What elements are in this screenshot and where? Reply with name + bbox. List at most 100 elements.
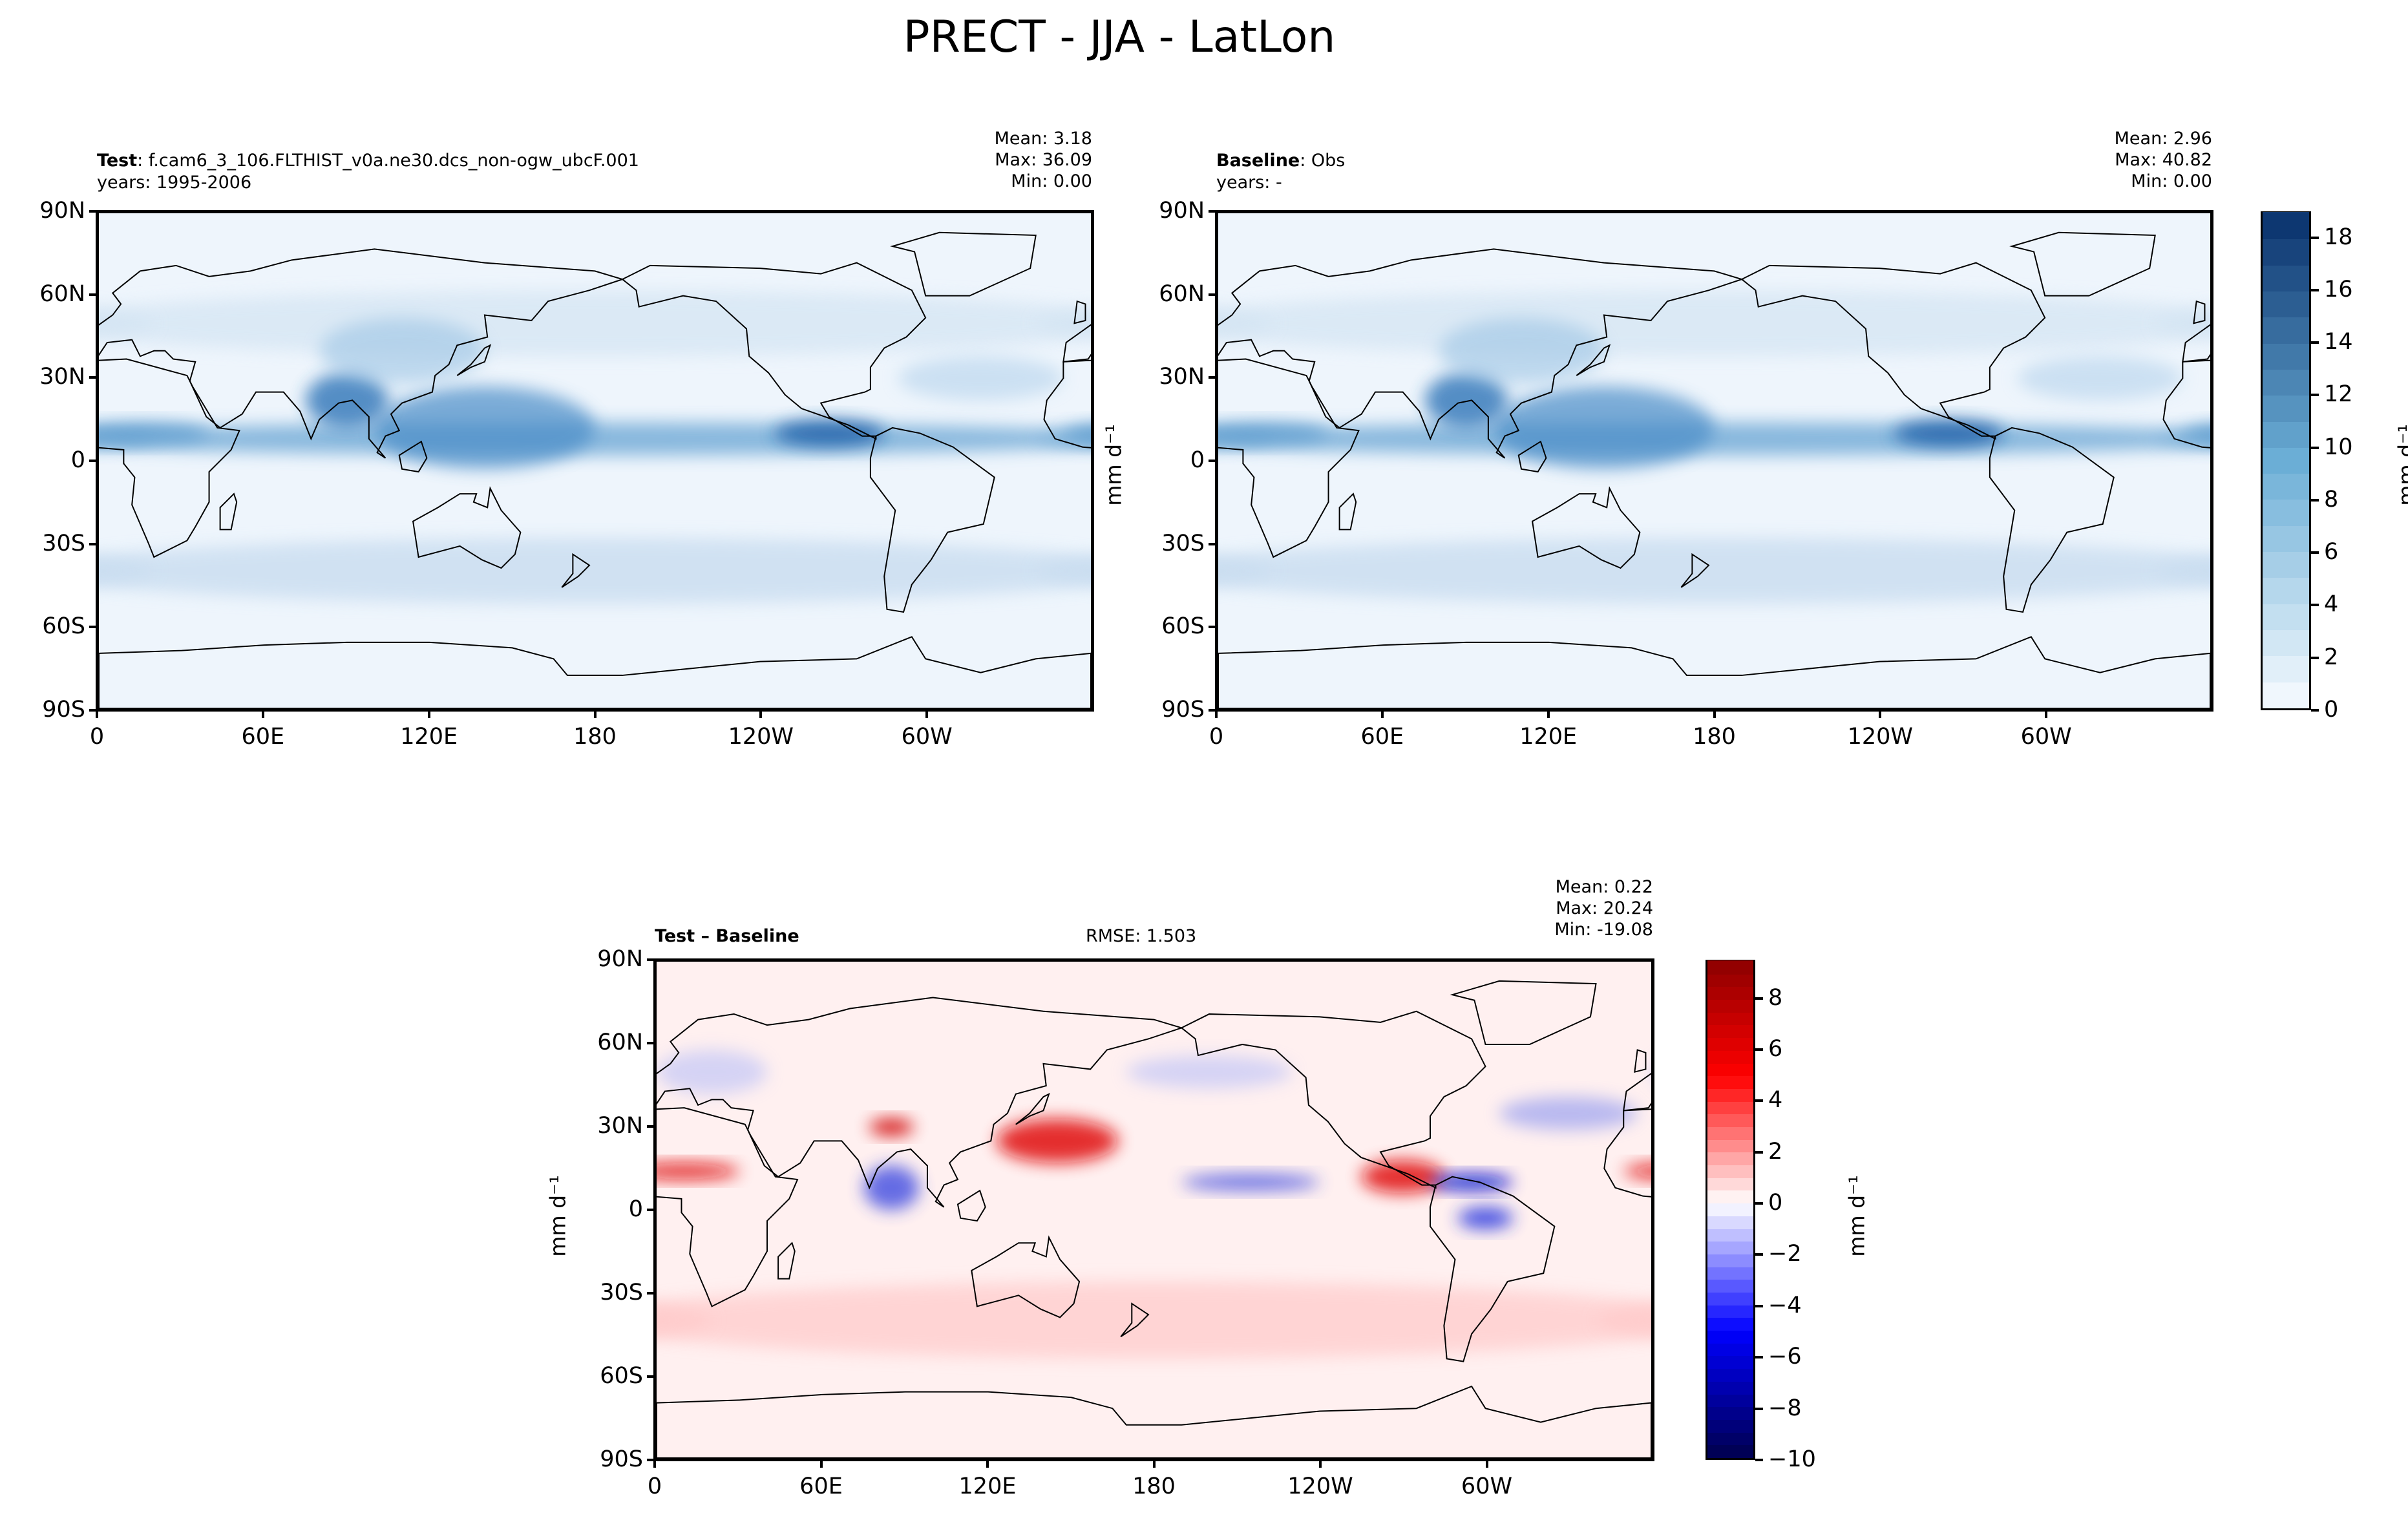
colorbar-segment [1707, 1074, 1753, 1089]
coastline [2012, 233, 2155, 296]
coastline [2193, 301, 2204, 323]
baseline-map [1215, 210, 2213, 712]
coastline [1218, 359, 1358, 557]
precip-field [99, 308, 154, 338]
precip-field [99, 290, 1091, 357]
y-tick-label: 60S [42, 613, 85, 640]
y-tick-label: 30N [39, 364, 85, 390]
colorbar-segment [1707, 1062, 1753, 1077]
colorbar-segment [1707, 1087, 1753, 1102]
x-tick-label: 180 [1132, 1474, 1176, 1499]
colorbar-segment [1707, 1316, 1753, 1331]
tick-mark [1755, 1407, 1763, 1410]
coastline [1218, 249, 1742, 458]
tick-mark [1209, 460, 1216, 462]
precip-field [657, 1281, 1651, 1359]
precip-field [1596, 1303, 1651, 1337]
colorbar-segment [2263, 550, 2309, 578]
tick-mark [89, 460, 97, 462]
coastline [1218, 637, 2210, 708]
y-tick-label: 90S [1161, 697, 1205, 723]
colorbar-segment [1707, 1342, 1753, 1357]
coastline [1340, 494, 1357, 529]
y-tick-label: 0 [70, 447, 85, 473]
colorbar-tick-label: −4 [1768, 1292, 1802, 1318]
tick-mark [89, 626, 97, 629]
tick-mark [647, 1375, 655, 1378]
coastline [1681, 555, 1709, 587]
tick-mark [89, 210, 97, 213]
precip-field [1439, 317, 1604, 384]
colorbar-tick-label: 4 [2324, 591, 2339, 618]
colorbar-segment [1707, 1049, 1753, 1064]
colorbar-tick-label: −8 [1768, 1395, 1802, 1421]
figure-title: PRECT - JJA - LatLon [903, 12, 1336, 63]
tick-mark [2311, 341, 2319, 344]
colorbar-segment [2263, 315, 2309, 344]
coastline [1121, 1304, 1148, 1337]
y-tick-label: 90N [1159, 198, 1205, 224]
x-tick-label: 120E [400, 724, 458, 750]
precip-colorbar [2261, 211, 2311, 710]
colorbar-tick-label: 6 [1768, 1035, 1783, 1062]
x-tick-label: 0 [89, 724, 105, 750]
coastline [971, 1238, 1079, 1318]
colorbar-segment [2263, 498, 2309, 526]
precip-field [2182, 424, 2210, 443]
colorbar-tick-label: 16 [2324, 276, 2353, 302]
colorbar-tick-label: 6 [2324, 539, 2339, 565]
tick-mark [1209, 293, 1216, 296]
tick-mark [1319, 1460, 1322, 1468]
coastline [892, 233, 1036, 296]
precip-field [869, 1119, 914, 1136]
rmse-label: RMSE: 1.503 [1086, 926, 1197, 946]
tick-mark [1209, 626, 1216, 629]
colorbar-segment [1707, 1201, 1753, 1216]
colorbar-segment [1707, 1291, 1753, 1305]
y-tick-label: 0 [628, 1196, 643, 1222]
y-tick-label: 30S [600, 1280, 643, 1305]
colorbar-tick-label: 0 [2324, 697, 2339, 723]
colorbar-tick-label: 0 [1768, 1190, 1783, 1216]
precip-field [863, 1165, 920, 1210]
test-case-name: : f.cam6_3_106.FLTHIST_v0a.ne30.dcs_non-… [137, 151, 639, 171]
tick-mark [647, 1209, 655, 1211]
tick-mark [1755, 1253, 1763, 1256]
y-tick-label: 90S [42, 697, 85, 723]
tick-mark [1755, 1099, 1763, 1103]
colorbar-segment [1707, 1189, 1753, 1204]
precip-field [2017, 356, 2183, 401]
colorbar-tick-label: −6 [1768, 1344, 1802, 1370]
coastline [657, 1386, 1651, 1458]
tick-mark [2311, 709, 2319, 712]
tick-mark [89, 293, 97, 296]
colorbar-segment [1707, 1304, 1753, 1318]
tick-mark [89, 709, 97, 712]
colorbar-segment [1707, 1393, 1753, 1408]
coastline [1452, 981, 1596, 1044]
baseline-name: : Obs [1300, 151, 1346, 171]
coastline [1430, 1177, 1554, 1362]
tick-mark [759, 710, 763, 718]
colorbar-tick-label: 18 [2324, 224, 2353, 250]
precip-field [99, 422, 1091, 456]
colorbar-segment [2263, 290, 2309, 318]
test-label-bold: Test [97, 151, 138, 171]
colorbar-segment [2263, 681, 2309, 708]
precip-field [1126, 1055, 1293, 1089]
tick-mark [1547, 710, 1550, 718]
tick-mark [2311, 394, 2319, 397]
precip-field [1499, 1097, 1638, 1130]
colorbar-segment [1707, 1163, 1753, 1178]
tick-mark [89, 542, 97, 545]
tick-mark [653, 1460, 656, 1468]
precip-field [657, 1303, 712, 1337]
tick-mark [647, 1125, 655, 1128]
tick-mark [1713, 710, 1716, 718]
colorbar-segment [1707, 1024, 1753, 1039]
colorbar-tick-label: 2 [1768, 1138, 1783, 1165]
colorbar-segment [1707, 1405, 1753, 1420]
colorbar-segment [1707, 1278, 1753, 1293]
colorbar-segment [1707, 1431, 1753, 1446]
baseline-mean: Mean: 2.96 [2114, 129, 2212, 149]
